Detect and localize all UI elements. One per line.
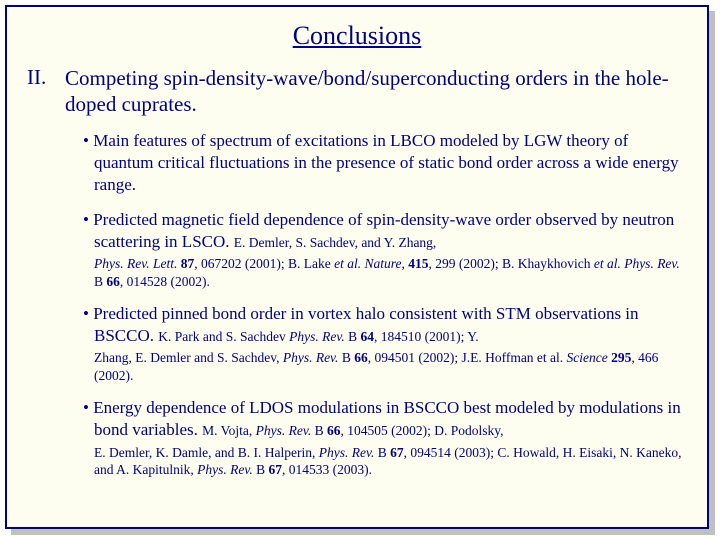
bullet-refs: Zhang, E. Demler and S. Sachdev, Phys. R… [94, 349, 687, 384]
bullet-text: • Main features of spectrum of excitatio… [83, 131, 679, 194]
section-heading: Competing spin-density-wave/bond/superco… [65, 65, 687, 118]
inline-refs: M. Vojta, Phys. Rev. B 66, 104505 (2002)… [202, 423, 503, 438]
bullet-item: • Energy dependence of LDOS modulations … [83, 397, 687, 478]
section-row: II. Competing spin-density-wave/bond/sup… [27, 65, 687, 118]
slide-container: Conclusions II. Competing spin-density-w… [5, 5, 715, 535]
inline-refs: K. Park and S. Sachdev Phys. Rev. B 64, … [158, 329, 478, 344]
bullet-item: • Predicted magnetic field dependence of… [83, 209, 687, 290]
bullet-refs: E. Demler, K. Damle, and B. I. Halperin,… [94, 444, 687, 479]
bullet-item: • Main features of spectrum of excitatio… [83, 130, 687, 196]
bullet-list: • Main features of spectrum of excitatio… [27, 130, 687, 479]
section-numeral: II. [27, 65, 51, 118]
slide-title: Conclusions [27, 21, 687, 51]
slide: Conclusions II. Competing spin-density-w… [5, 5, 709, 529]
bullet-item: • Predicted pinned bond order in vortex … [83, 303, 687, 384]
inline-refs: E. Demler, S. Sachdev, and Y. Zhang, [234, 235, 437, 250]
bullet-refs: Phys. Rev. Lett. 87, 067202 (2001); B. L… [94, 255, 687, 290]
